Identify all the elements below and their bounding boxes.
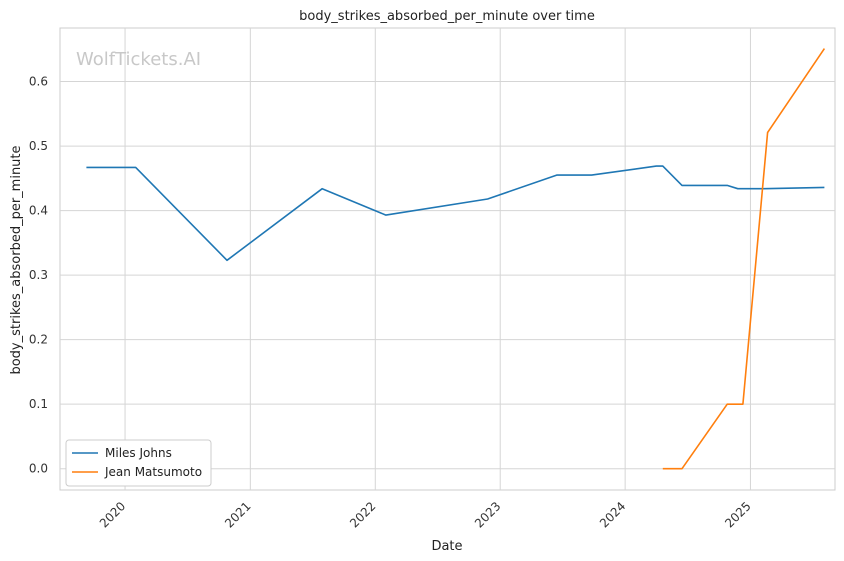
y-tick-label: 0.0	[29, 462, 48, 476]
y-tick-label: 0.4	[29, 204, 48, 218]
plot-area	[59, 27, 836, 491]
y-tick-label: 0.5	[29, 139, 48, 153]
y-gridlines	[60, 81, 835, 470]
legend: Miles Johns Jean Matsumoto	[65, 439, 212, 487]
y-tick-labels: 0.0 0.1 0.2 0.3 0.4 0.5 0.6	[29, 75, 48, 476]
y-tick-label: 0.6	[29, 75, 48, 89]
y-axis-label: body_strikes_absorbed_per_minute	[9, 145, 24, 374]
y-tick-label: 0.1	[29, 397, 48, 411]
series-layer	[86, 48, 826, 470]
series-line-0	[86, 165, 825, 262]
legend-box	[65, 439, 212, 487]
watermark: WolfTickets.AI	[76, 49, 201, 70]
y-tick-label: 0.3	[29, 268, 48, 282]
chart-title: body_strikes_absorbed_per_minute over ti…	[299, 9, 595, 24]
y-tick-label: 0.2	[29, 333, 48, 347]
x-axis-label: Date	[431, 539, 462, 554]
legend-label-0: Miles Johns	[105, 446, 172, 460]
series-line-1	[662, 48, 826, 470]
legend-label-1: Jean Matsumoto	[104, 465, 202, 479]
x-gridlines	[124, 28, 751, 490]
